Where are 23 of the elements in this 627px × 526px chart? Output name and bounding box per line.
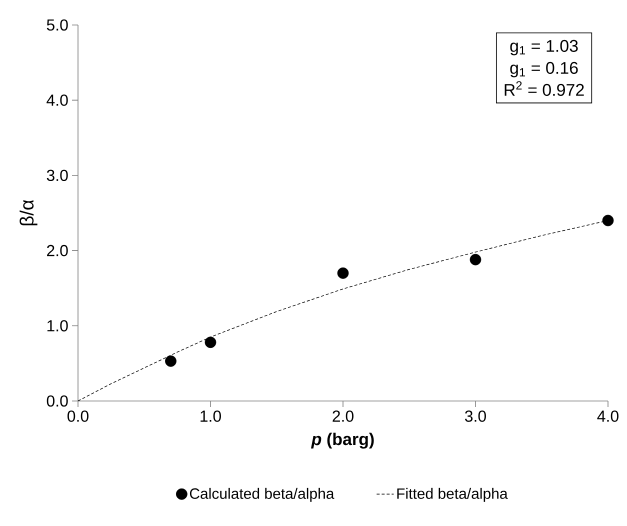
annotation: g$_{1}$ = 1.03 (510, 40, 578, 56)
annotation: g$_{1}$ = 0.16 (510, 62, 578, 78)
x-tick-label: 2.0 (332, 410, 354, 422)
y-tick-label: 5.0 (46, 19, 68, 31)
annotation: R$^{2}$ = 0.972 (504, 81, 584, 96)
legend-label: Calculated beta/alpha (190, 488, 334, 502)
y-tick-label: 0.0 (46, 395, 68, 407)
x-tick-label: 1.0 (200, 410, 221, 422)
y-tick-label: 4.0 (46, 94, 68, 106)
y-tick-label: 1.0 (47, 320, 68, 332)
x-tick-label: 4.0 (597, 410, 618, 422)
y-tick-label: 3.0 (46, 170, 68, 182)
y-tick-label: 2.0 (47, 244, 68, 256)
x-tick-label: 0.0 (68, 410, 88, 422)
x-axis-title: p (barg) (310, 432, 374, 449)
y-axis-title: β/α (20, 200, 38, 226)
point (337, 267, 349, 279)
legend-label: Fitted beta/alpha (397, 488, 508, 502)
point (602, 214, 614, 226)
point (470, 254, 482, 266)
point (165, 355, 176, 367)
x-tick-label: 3.0 (464, 410, 486, 422)
point (204, 336, 216, 348)
